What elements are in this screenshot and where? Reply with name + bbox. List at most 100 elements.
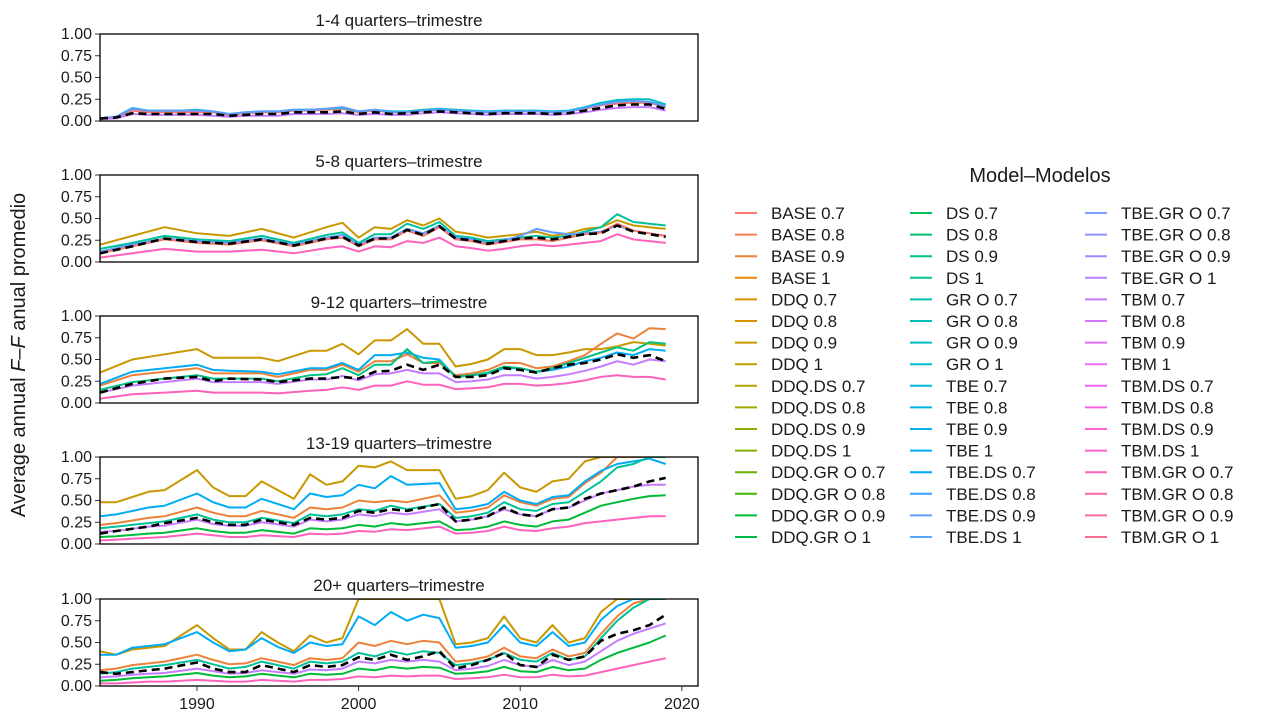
- y-tick-label: 0.75: [61, 48, 92, 65]
- series-line: [100, 599, 666, 656]
- legend-label: TBE.DS 0.8: [946, 485, 1036, 504]
- series-line: [100, 494, 666, 538]
- legend-item: TBE.GR O 0.8: [1085, 226, 1231, 245]
- legend-label: DS 0.8: [946, 226, 998, 245]
- y-tick-label: 0.25: [61, 232, 92, 249]
- legend-label: DS 0.9: [946, 247, 998, 266]
- legend-label: BASE 0.9: [771, 247, 845, 266]
- series-group: [100, 457, 667, 542]
- series-line: [100, 515, 666, 542]
- legend-item: DDQ 0.8: [735, 312, 837, 331]
- y-tick-label: 0.75: [61, 471, 92, 488]
- legend-label: TBM 1: [1121, 355, 1171, 374]
- series-line: [100, 328, 666, 374]
- series-line: [100, 483, 666, 533]
- legend-label: DDQ 1: [771, 355, 823, 374]
- panel-4: 13-19 quarters–trimestre 1.00 0.75 0.50 0.25…: [61, 434, 699, 553]
- legend-label: DDQ.GR O 0.8: [771, 485, 885, 504]
- series-line: [100, 599, 666, 672]
- legend-item: TBM 0.7: [1085, 290, 1185, 309]
- series-line: [100, 457, 666, 526]
- series-group: [100, 599, 667, 685]
- legend-label: GR O 1: [946, 355, 1004, 374]
- y-axis-label-suffix: anual promedio: [8, 193, 30, 336]
- panel-frame: [99, 598, 699, 687]
- legend-label: TBE.GR O 0.9: [1121, 247, 1231, 266]
- series-line: [100, 634, 667, 682]
- mean-series-line: [100, 103, 667, 120]
- y-axis-label-dash: –: [8, 348, 30, 360]
- legend-label: TBM 0.9: [1121, 334, 1185, 353]
- legend-item: TBM.GR O 0.9: [1085, 506, 1233, 525]
- y-tick-label: 1.00: [61, 26, 92, 43]
- panel-1: 1-4 quarters–trimestre 1.00 0.75 0.50 0.25 0.…: [61, 11, 699, 130]
- y-tick-label: 0.50: [61, 635, 92, 652]
- legend-item: DDQ 1: [735, 355, 823, 374]
- legend-label: TBM.DS 0.8: [1121, 398, 1214, 417]
- y-tick-label: 0.00: [61, 678, 92, 695]
- y-tick-label: 1.00: [61, 308, 92, 325]
- legend-item: TBM.DS 0.8: [1085, 398, 1214, 417]
- legend-label: TBE.DS 0.7: [946, 463, 1036, 482]
- legend-item: GR O 1: [910, 355, 1004, 374]
- legend-label: TBE 1: [946, 442, 993, 461]
- legend-label: TBE 0.8: [946, 398, 1007, 417]
- legend-label: TBE 0.7: [946, 377, 1007, 396]
- legend-label: DDQ.GR O 0.7: [771, 463, 885, 482]
- legend-label: DDQ.DS 1: [771, 442, 851, 461]
- panel-frame: [99, 315, 699, 404]
- legend-item: TBE.DS 0.7: [910, 463, 1036, 482]
- y-tick-label: 1.00: [61, 167, 92, 184]
- series-line: [100, 348, 666, 385]
- panel-title: 1-4 quarters–trimestre: [315, 11, 482, 30]
- legend-label: TBE.GR O 0.8: [1121, 226, 1231, 245]
- y-tick-label: 0.25: [61, 514, 92, 531]
- legend-label: BASE 1: [771, 269, 831, 288]
- legend-label: TBM.GR O 0.9: [1121, 506, 1233, 525]
- legend-item: BASE 0.8: [735, 226, 845, 245]
- legend-label: DDQ 0.9: [771, 334, 837, 353]
- panel-title: 13-19 quarters–trimestre: [306, 434, 492, 453]
- legend-item: TBE 0.7: [910, 377, 1007, 396]
- legend-label: DS 1: [946, 269, 984, 288]
- legend-item: BASE 0.7: [735, 204, 845, 223]
- y-axis-label-var2: F: [8, 335, 30, 349]
- legend-label: DS 0.7: [946, 204, 998, 223]
- legend-label: BASE 0.8: [771, 226, 845, 245]
- legend-item: GR O 0.7: [910, 290, 1018, 309]
- y-tick-label: 0.75: [61, 613, 92, 630]
- legend-item: DS 0.7: [910, 204, 998, 223]
- legend-item: TBM 0.8: [1085, 312, 1185, 331]
- y-tick-label: 1.00: [61, 449, 92, 466]
- legend-item: TBE.DS 1: [910, 528, 1022, 547]
- legend-item: GR O 0.9: [910, 334, 1018, 353]
- series-group: [100, 213, 666, 259]
- y-tick-label: 0.50: [61, 211, 92, 228]
- legend-label: TBE.GR O 1: [1121, 269, 1216, 288]
- legend-item: DDQ 0.9: [735, 334, 837, 353]
- mean-series-line: [100, 613, 667, 676]
- mean-series-line: [100, 352, 667, 394]
- legend-item: DS 0.9: [910, 247, 998, 266]
- series-line: [100, 358, 666, 394]
- mean-series-line: [100, 224, 666, 255]
- legend-title: Model–Modelos: [969, 165, 1110, 187]
- legend-label: DDQ.GR O 0.9: [771, 506, 885, 525]
- legend-item: DDQ.GR O 0.8: [735, 485, 885, 504]
- series-group: [100, 98, 667, 121]
- legend-item: TBM.GR O 0.8: [1085, 485, 1233, 504]
- x-tick-label: 2010: [502, 696, 538, 713]
- panel-title: 9-12 quarters–trimestre: [311, 293, 488, 312]
- legend-label: GR O 0.9: [946, 334, 1018, 353]
- legend-label: TBM.DS 1: [1121, 442, 1199, 461]
- series-line: [100, 599, 666, 675]
- legend-label: TBE.GR O 0.7: [1121, 204, 1231, 223]
- series-line: [100, 457, 666, 530]
- legend-label: TBM 0.8: [1121, 312, 1185, 331]
- y-tick-label: 0.25: [61, 91, 92, 108]
- series-group: [100, 327, 667, 400]
- series-line: [100, 657, 666, 685]
- legend-item: TBE 1: [910, 442, 993, 461]
- panel-5: 20+ quarters–trimestre 1.00 0.75 0.50 0.25 0.…: [61, 576, 700, 713]
